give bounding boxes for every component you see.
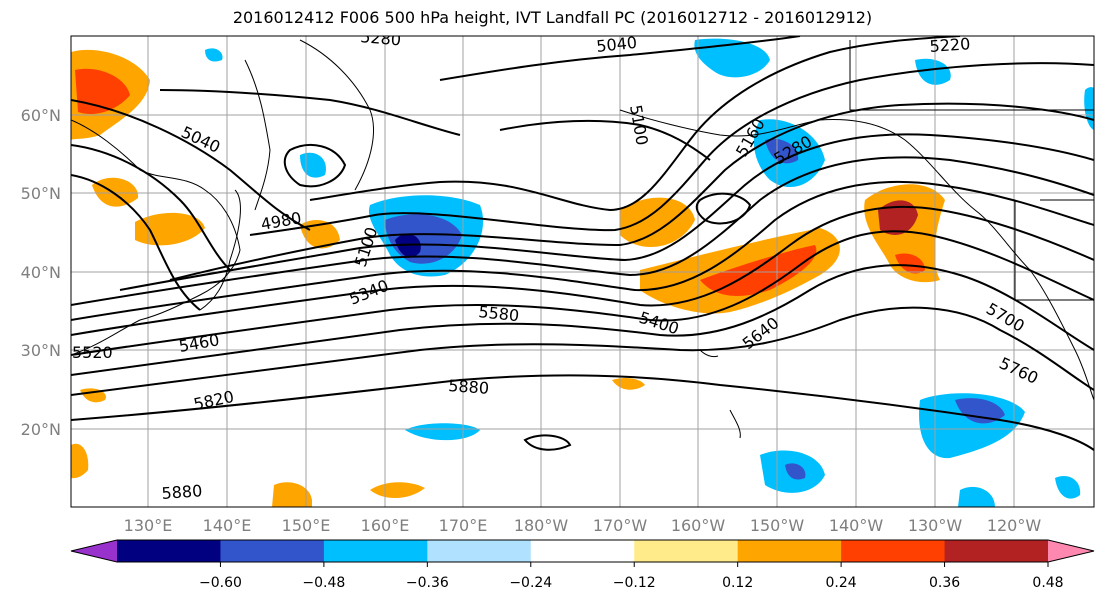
colorbar: −0.60 −0.48 −0.36 −0.24 −0.12 0.12 0.24 0.36 0.4…	[70, 539, 1095, 591]
coastlines	[71, 39, 1094, 439]
ivt-negative-anomaly-main-core	[395, 233, 421, 258]
colorbar-tick-label: 0.12	[722, 575, 753, 591]
lon-label: 160°E	[361, 516, 410, 535]
height-contours	[71, 36, 1094, 451]
lat-label: 40°N	[21, 263, 61, 282]
ivt-positive-anomaly-central	[620, 197, 695, 247]
ivt-negative-anomaly-alaska	[205, 38, 951, 188]
colorbar-tick-label: −0.60	[199, 575, 242, 591]
graticule	[71, 36, 1094, 507]
colorbar-segment	[117, 540, 221, 562]
colorbar-segment	[944, 540, 1049, 562]
contour-label: 5040	[595, 33, 637, 56]
contour-label: 5880	[161, 481, 203, 503]
lon-label: 130°E	[124, 516, 173, 535]
lon-label: 120°W	[987, 516, 1042, 535]
ivt-positive-anomaly-coast-mid	[895, 253, 925, 274]
colorbar-tick-label: −0.24	[509, 575, 552, 591]
lon-label: 170°W	[593, 516, 648, 535]
lat-label: 30°N	[21, 341, 61, 360]
lat-label: 20°N	[21, 420, 61, 439]
lon-label: 170°E	[439, 516, 488, 535]
lat-label: 50°N	[21, 184, 61, 203]
colorbar-segment	[530, 540, 635, 562]
lon-label: 160°W	[671, 516, 726, 535]
colorbar-extend-low	[71, 540, 117, 562]
colorbar-segment	[220, 540, 325, 562]
colorbar-tick-label: −0.48	[302, 575, 345, 591]
lat-label: 60°N	[21, 106, 61, 125]
colorbar-segment	[634, 540, 739, 562]
colorbar-segment	[737, 540, 842, 562]
contour-label: 5220	[929, 34, 971, 56]
lon-label: 130°W	[908, 516, 963, 535]
lon-label: 150°E	[282, 516, 331, 535]
ivt-negative-anomaly-south-mid	[785, 398, 1005, 480]
latitude-labels: 60°N 50°N 40°N 30°N 20°N	[21, 106, 61, 439]
colorbar-tick-label: −0.12	[613, 575, 656, 591]
colorbar-tick-label: 0.48	[1032, 575, 1063, 591]
lon-label: 140°E	[203, 516, 252, 535]
ivt-positive-anomaly-main-core	[700, 245, 817, 296]
lon-label: 140°W	[829, 516, 884, 535]
lon-label: 180°W	[514, 516, 569, 535]
colorbar-segments	[71, 540, 1094, 562]
ivt-positive-anomaly-coast-core	[878, 200, 918, 235]
colorbar-tick-label: −0.36	[406, 575, 449, 591]
colorbar-segment	[841, 540, 946, 562]
ivt-negative-anomaly-south	[405, 87, 1094, 507]
contour-label: 5520	[72, 343, 113, 362]
chart-title: 2016012412 F006 500 hPa height, IVT Land…	[232, 8, 873, 27]
colorbar-outline	[70, 539, 1095, 563]
lon-label: 150°W	[750, 516, 805, 535]
ivt-positive-anomaly-japan	[92, 177, 340, 249]
map-frame	[70, 35, 1095, 508]
colorbar-tick-label: 0.24	[826, 575, 857, 591]
colorbar-segment	[323, 540, 428, 562]
contour-label: 5880	[448, 376, 490, 398]
map-panel: 5040 5040 5100 5100 4980 5340 5460 5520 …	[70, 27, 1095, 508]
colorbar-tick-label: 0.36	[929, 575, 960, 591]
longitude-labels: 130°E 140°E 150°E 160°E 170°E 180°W 170°…	[124, 516, 1042, 535]
colorbar-extend-high	[1048, 540, 1094, 562]
colorbar-ticks: −0.60 −0.48 −0.36 −0.24 −0.12 0.12 0.24 0.36 0.4…	[199, 562, 1064, 591]
contour-label: 5280	[360, 27, 402, 49]
contour-label: 5580	[478, 302, 520, 325]
colorbar-segment	[427, 540, 532, 562]
